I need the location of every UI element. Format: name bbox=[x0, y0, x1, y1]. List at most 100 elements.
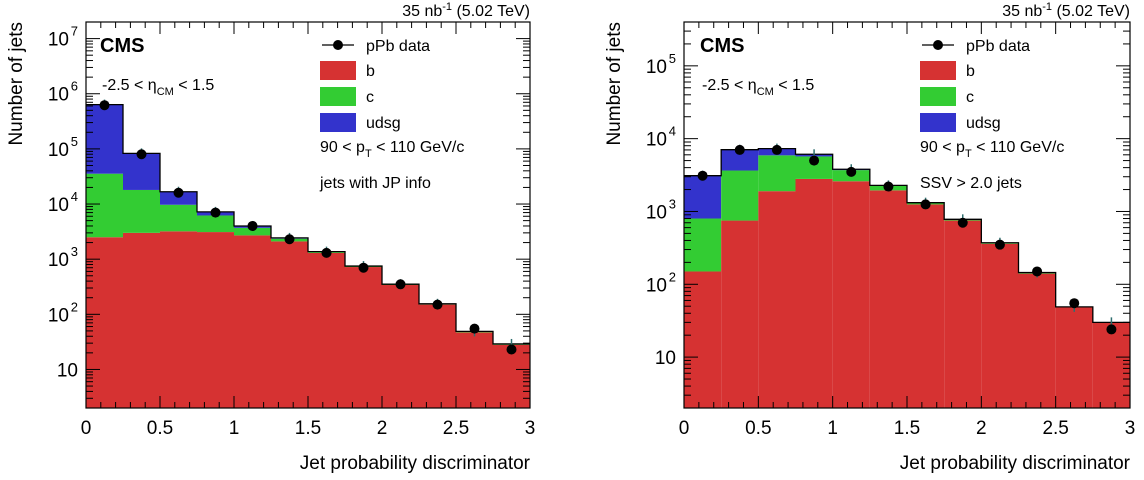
data-point-2 bbox=[734, 144, 745, 155]
legend-swatch-c bbox=[920, 87, 956, 106]
data-point-7 bbox=[920, 199, 931, 210]
bar-b-bin-3 bbox=[160, 231, 197, 408]
eta-range-sub: CM bbox=[157, 86, 174, 98]
selection-label: jets with JP info bbox=[319, 175, 431, 192]
legend-label-udsg: udsg bbox=[966, 115, 1001, 132]
bar-b-bin-11 bbox=[1055, 307, 1093, 408]
legend-label-data: pPb data bbox=[366, 38, 430, 55]
pt-range-sub: T bbox=[965, 148, 972, 160]
y-tick-exponent: 6 bbox=[71, 79, 78, 94]
data-point-5 bbox=[247, 220, 258, 231]
y-tick-label: 10 bbox=[48, 140, 69, 161]
legend-swatch-udsg bbox=[320, 113, 356, 132]
bar-b-bin-5 bbox=[832, 181, 870, 408]
data-point-3 bbox=[173, 187, 184, 198]
pt-range-label: 90 < pT < 110 GeV/c bbox=[920, 139, 1064, 160]
bar-udsg-bin-2 bbox=[721, 149, 759, 171]
x-tick-label: 2 bbox=[377, 418, 388, 439]
y-tick-exponent: 2 bbox=[669, 269, 676, 284]
x-tick-label: 1 bbox=[229, 418, 240, 439]
pt-range-sub: T bbox=[365, 148, 372, 160]
legend-label-b: b bbox=[366, 63, 375, 80]
eta-range-pre: -2.5 < η bbox=[702, 77, 757, 94]
bar-b-bin-8 bbox=[944, 220, 982, 408]
cms-label: CMS bbox=[700, 35, 744, 57]
bar-c-bin-3 bbox=[758, 155, 796, 192]
data-point-7 bbox=[321, 247, 332, 258]
legend-swatch-udsg bbox=[920, 113, 956, 132]
x-axis-title: Jet probability discriminator bbox=[900, 453, 1131, 474]
y-tick-exponent: 4 bbox=[669, 124, 676, 139]
x-tick-label: 1.5 bbox=[894, 418, 920, 439]
lumi-exponent: -1 bbox=[442, 1, 452, 13]
y-tick-label: 10 bbox=[57, 360, 78, 381]
bar-b-bin-1 bbox=[684, 271, 722, 408]
eta-range-label: -2.5 < ηCM < 1.5 bbox=[102, 77, 214, 98]
x-tick-label: 0 bbox=[81, 418, 92, 439]
data-point-3 bbox=[771, 144, 782, 155]
energy-label: (5.02 TeV) bbox=[452, 3, 530, 20]
bar-c-bin-4 bbox=[197, 215, 234, 233]
legend-label-b: b bbox=[966, 63, 975, 80]
y-axis-title: Number of jets bbox=[604, 22, 625, 146]
x-axis-title: Jet probability discriminator bbox=[300, 453, 531, 474]
bar-b-bin-9 bbox=[382, 285, 419, 408]
bar-b-bin-7 bbox=[907, 204, 945, 408]
x-tick-label: 2.5 bbox=[1042, 418, 1068, 439]
bar-b-bin-9 bbox=[981, 243, 1019, 408]
y-tick-label: 10 bbox=[48, 85, 69, 106]
y-tick-label: 10 bbox=[48, 250, 69, 271]
y-tick-exponent: 5 bbox=[71, 134, 78, 149]
data-point-4 bbox=[809, 155, 820, 166]
legend: pPb data bc udsg bbox=[320, 38, 430, 132]
y-tick-exponent: 4 bbox=[71, 189, 78, 204]
bar-b-bin-10 bbox=[419, 304, 456, 408]
mc-sum-outline bbox=[684, 147, 1130, 324]
x-tick-label: 2 bbox=[976, 418, 987, 439]
lumi-exponent: -1 bbox=[1042, 1, 1052, 13]
data-point-11 bbox=[469, 323, 480, 334]
eta-range-label: -2.5 < ηCM < 1.5 bbox=[702, 77, 814, 98]
bar-b-bin-10 bbox=[1018, 273, 1056, 408]
y-tick-exponent: 3 bbox=[669, 196, 676, 211]
data-point-11 bbox=[1069, 298, 1080, 309]
data-point-1 bbox=[99, 100, 110, 111]
bar-c-bin-1 bbox=[684, 218, 722, 272]
legend-label-data: pPb data bbox=[966, 38, 1030, 55]
bar-b-bin-12 bbox=[1092, 322, 1130, 408]
bar-b-bin-3 bbox=[758, 191, 796, 408]
data-point-1 bbox=[697, 170, 708, 181]
data-point-2 bbox=[136, 149, 147, 160]
bar-b-bin-5 bbox=[234, 235, 271, 408]
pt-range-pre: 90 < p bbox=[320, 139, 365, 156]
x-tick-label: 3 bbox=[525, 418, 536, 439]
lumi-value: 35 nb bbox=[402, 3, 442, 20]
eta-range-pre: -2.5 < η bbox=[102, 77, 157, 94]
legend-data-marker bbox=[333, 40, 343, 50]
y-tick-label: 10 bbox=[48, 195, 69, 216]
legend-swatch-c bbox=[320, 87, 356, 106]
bar-c-bin-2 bbox=[123, 189, 160, 233]
bar-udsg-bin-1 bbox=[86, 104, 123, 174]
y-tick-label: 10 bbox=[655, 348, 676, 369]
data-point-6 bbox=[284, 234, 295, 245]
bar-b-bin-2 bbox=[123, 232, 160, 408]
data-point-12 bbox=[506, 344, 517, 355]
bar-b-bin-11 bbox=[456, 332, 493, 408]
pt-range-post: < 110 GeV/c bbox=[972, 139, 1065, 156]
bar-c-bin-2 bbox=[721, 170, 759, 221]
eta-range-post: < 1.5 bbox=[174, 77, 215, 94]
bar-b-bin-8 bbox=[345, 267, 382, 408]
bar-c-bin-3 bbox=[160, 204, 197, 232]
legend-data-marker bbox=[933, 40, 943, 50]
bar-c-bin-4 bbox=[795, 156, 833, 179]
lumi-label: 35 nb-1 (5.02 TeV) bbox=[402, 1, 530, 20]
y-tick-exponent: 5 bbox=[669, 51, 676, 66]
bar-b-bin-6 bbox=[271, 241, 308, 408]
y-tick-exponent: 7 bbox=[71, 24, 78, 39]
legend-label-udsg: udsg bbox=[366, 115, 401, 132]
x-tick-label: 0 bbox=[679, 418, 690, 439]
cms-label: CMS bbox=[100, 35, 144, 57]
pt-range-pre: 90 < p bbox=[920, 139, 965, 156]
